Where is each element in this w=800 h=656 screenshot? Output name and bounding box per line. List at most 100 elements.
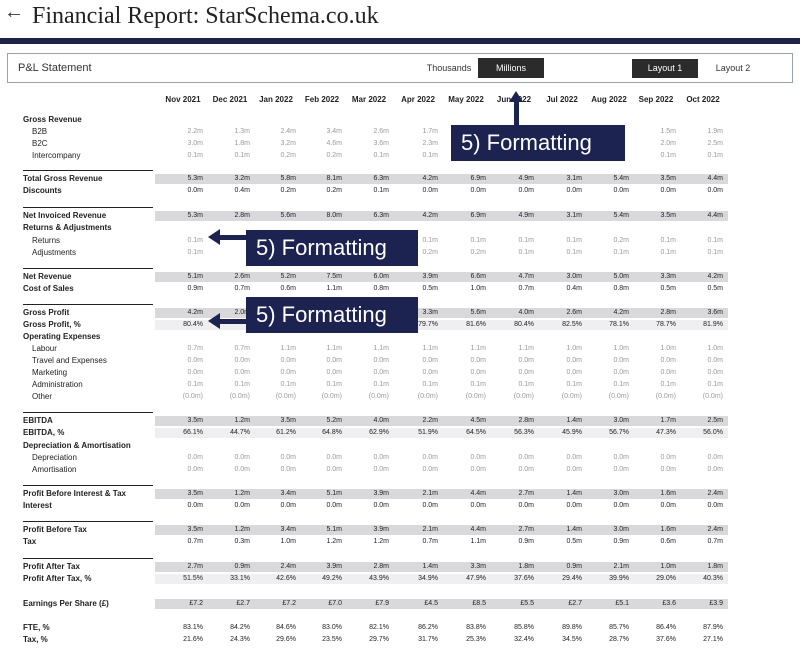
table-cell: 0.0m	[660, 187, 676, 194]
table-cell: 0.9m	[518, 538, 534, 545]
table-cell: 3.5m	[660, 175, 676, 182]
table-cell: 39.9%	[609, 575, 629, 582]
table-row: Gross Revenue	[0, 114, 800, 126]
table-cell: 28.7%	[609, 636, 629, 643]
table-cell: 3.6m	[373, 140, 389, 147]
table-cell: 1.0m	[660, 345, 676, 352]
table-cell: 1.4m	[566, 490, 582, 497]
table-cell: 0.0m	[187, 369, 203, 376]
row-label: Profit After Tax, %	[23, 574, 92, 583]
table-cell: 0.1m	[187, 237, 203, 244]
table-cell: 2.6m	[234, 273, 250, 280]
table-cell: 1.7m	[660, 417, 676, 424]
table-cell: 1.8m	[518, 563, 534, 570]
row-highlight	[155, 416, 728, 426]
column-header: Mar 2022	[351, 95, 387, 104]
table-cell: 3.5m	[187, 490, 203, 497]
table-cell: 2.4m	[280, 128, 296, 135]
table-cell: (0.0m)	[182, 393, 203, 400]
table-cell: 0.1m	[660, 152, 676, 159]
table-cell: 3.2m	[234, 175, 250, 182]
layout-1-button[interactable]: Layout 1	[632, 59, 698, 78]
row-label: Operating Expenses	[23, 332, 101, 341]
table-cell: 0.1m	[187, 381, 203, 388]
table-row: Interest 0.0m 0.0m 0.0m 0.0m 0.0m 0.0m 0.0m 0.0m…	[0, 500, 800, 512]
table-cell: 42.6%	[276, 575, 296, 582]
table-cell: 1.1m	[326, 285, 342, 292]
table-cell: 4.9m	[518, 212, 534, 219]
table-cell: £7.2	[189, 600, 203, 607]
table-cell: 4.2m	[613, 309, 629, 316]
table-cell: 1.1m	[326, 345, 342, 352]
layout-2-button[interactable]: Layout 2	[715, 63, 751, 73]
table-cell: 1.2m	[234, 490, 250, 497]
table-cell: £7.2	[282, 600, 296, 607]
table-cell: 37.6%	[656, 636, 676, 643]
table-cell: 5.1m	[326, 526, 342, 533]
table-cell: 2.7m	[518, 490, 534, 497]
section-divider	[23, 207, 153, 208]
row-label: Depreciation	[32, 453, 77, 462]
table-cell: 56.7%	[609, 429, 629, 436]
row-label: Profit Before Interest & Tax	[23, 489, 126, 498]
section-divider	[23, 268, 153, 269]
table-cell: 3.9m	[422, 273, 438, 280]
table-cell: 43.9%	[369, 575, 389, 582]
table-cell: 0.0m	[660, 502, 676, 509]
table-cell: 0.0m	[234, 357, 250, 364]
table-cell: 1.0m	[470, 285, 486, 292]
row-highlight	[155, 489, 728, 499]
table-cell: 0.1m	[518, 381, 534, 388]
table-row: Earnings Per Share (£) £7.2 £2.7 £7.2 £7.0 £7…	[0, 598, 800, 610]
table-row: Administration 0.1m 0.1m 0.1m 0.1m 0.1m 0.1m 0.…	[0, 379, 800, 391]
table-cell: 3.4m	[326, 128, 342, 135]
row-label: Amortisation	[32, 465, 77, 474]
table-cell: 0.0m	[234, 454, 250, 461]
table-cell: 5.6m	[280, 212, 296, 219]
table-cell: 1.1m	[470, 538, 486, 545]
table-cell: 0.0m	[566, 454, 582, 461]
column-header: Feb 2022	[304, 95, 340, 104]
table-cell: 29.7%	[369, 636, 389, 643]
header-divider	[0, 38, 800, 44]
table-row: EBITDA, % 66.1% 44.7% 61.2% 64.8% 62.9% 51.9% 6…	[0, 427, 800, 439]
table-cell: 2.4m	[707, 526, 723, 533]
table-cell: 2.5m	[707, 417, 723, 424]
table-cell: 0.0m	[660, 369, 676, 376]
table-cell: 4.9m	[518, 175, 534, 182]
column-header: Jan 2022	[259, 95, 293, 104]
table-cell: 0.2m	[470, 249, 486, 256]
back-arrow-icon[interactable]: ←	[4, 1, 24, 23]
millions-button[interactable]: Millions	[478, 58, 544, 78]
table-cell: 61.2%	[276, 429, 296, 436]
table-cell: 0.9m	[566, 563, 582, 570]
table-cell: 3.0m	[613, 417, 629, 424]
table-cell: 4.6m	[326, 140, 342, 147]
table-cell: 1.1m	[373, 345, 389, 352]
table-cell: 0.0m	[660, 454, 676, 461]
thousands-button[interactable]: Thousands	[426, 63, 472, 73]
callout-arrow-left-icon	[208, 313, 220, 329]
table-cell: 5.3m	[187, 212, 203, 219]
table-cell: 0.0m	[234, 466, 250, 473]
table-cell: 0.1m	[566, 381, 582, 388]
table-cell: 0.2m	[613, 237, 629, 244]
table-cell: 4.7m	[518, 273, 534, 280]
row-highlight	[155, 211, 728, 221]
table-cell: 0.0m	[280, 466, 296, 473]
table-cell: 0.9m	[613, 538, 629, 545]
table-row: B2C 3.0m 1.8m 3.2m 4.6m 3.6m 2.3m 2.0m 2.5m	[0, 138, 800, 150]
table-cell: 4.4m	[470, 526, 486, 533]
table-cell: £3.6	[662, 600, 676, 607]
table-cell: 0.4m	[566, 285, 582, 292]
table-cell: 0.0m	[234, 369, 250, 376]
table-cell: £5.1	[615, 600, 629, 607]
table-cell: 0.1m	[234, 152, 250, 159]
table-cell: 3.3m	[660, 273, 676, 280]
row-highlight	[155, 525, 728, 535]
table-cell: 3.3m	[422, 309, 438, 316]
table-cell: 86.2%	[418, 624, 438, 631]
table-cell: 0.0m	[422, 369, 438, 376]
table-cell: 0.0m	[518, 187, 534, 194]
row-label: Cost of Sales	[23, 284, 74, 293]
